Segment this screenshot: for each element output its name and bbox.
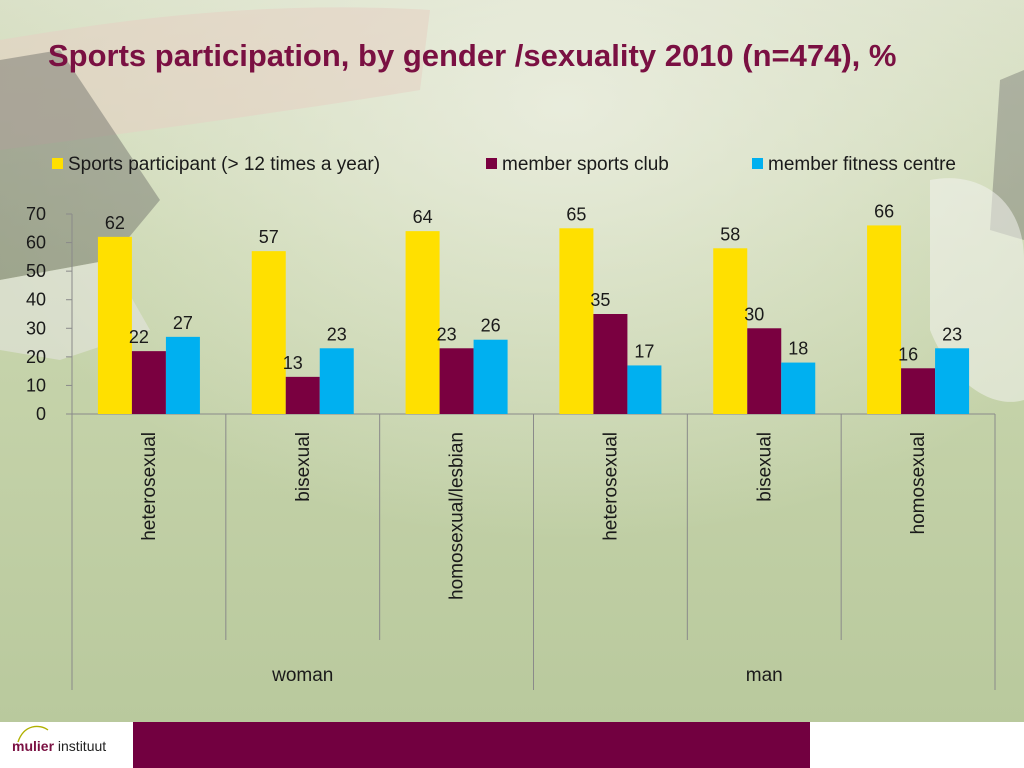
x-category-label: bisexual [293,432,314,502]
data-label-2-4: 35 [590,290,610,310]
bar-3-3 [473,339,508,414]
logo-suffix: instituut [57,738,107,754]
bar-3-6 [935,348,970,414]
legend-label-1: Sports participant (> 12 times a year) [68,154,380,175]
bar-1-4 [559,228,594,414]
legend-swatch-2 [486,158,497,169]
bar-2-4 [593,314,628,414]
y-tick-label: 10 [26,375,46,395]
bar-2-3 [439,348,474,414]
data-label-1-1: 62 [105,213,125,233]
bar-1-3 [405,231,440,414]
data-label-3-3: 26 [481,316,501,336]
x-category-label: homosexual [908,432,929,534]
bar-1-2 [251,251,286,414]
x-category-label: heterosexual [139,432,160,541]
chart-data-labels: 62 22 27 57 13 23 64 23 26 65 35 17 58 30 18 66 16 23 [105,201,962,372]
bar-1-5 [713,248,748,414]
footer-right-area [810,722,1024,768]
legend-label-2: member sports club [502,154,669,175]
y-tick-label: 70 [26,204,46,224]
x-category-label: homosexual/lesbian [447,432,468,600]
y-tick-label: 40 [26,290,46,310]
bar-3-2 [319,348,354,414]
data-label-2-2: 13 [283,353,303,373]
legend-swatch-3 [752,158,763,169]
data-label-1-5: 58 [720,224,740,244]
legend-swatch-1 [52,158,63,169]
x-group-label-2: man [746,665,783,686]
data-label-2-5: 30 [744,304,764,324]
bar-1-1 [97,236,132,414]
bar-2-2 [285,376,320,414]
legend-label-3: member fitness centre [768,154,956,175]
data-label-3-5: 18 [788,339,808,359]
data-label-3-2: 23 [327,324,347,344]
data-label-3-4: 17 [634,341,654,361]
data-label-1-3: 64 [413,207,433,227]
data-label-1-4: 65 [566,204,586,224]
background-photo [0,0,1024,722]
y-tick-label: 60 [26,233,46,253]
data-label-2-6: 16 [898,344,918,364]
bar-3-1 [165,336,200,414]
x-category-label: heterosexual [600,432,621,541]
bar-3-5 [781,362,816,414]
data-label-1-2: 57 [259,227,279,247]
footer-logo-area [0,722,133,768]
logo-brand: mulier [12,738,55,754]
y-tick-label: 0 [36,404,46,424]
x-category-label: bisexual [754,432,775,502]
y-tick-label: 30 [26,318,46,338]
slide-title: Sports participation, by gender /sexuali… [48,38,897,73]
data-label-3-6: 23 [942,324,962,344]
logo-swirl-icon [17,725,49,743]
chart-bars [97,225,970,414]
chart-legend: Sports participant (> 12 times a year) me… [52,154,956,175]
bar-2-1 [131,351,166,414]
bar-2-6 [901,368,936,414]
data-label-2-3: 23 [437,324,457,344]
chart-axes: 0 10 20 30 40 50 60 70 heterosexual bisexual homos… [26,204,996,690]
data-label-1-6: 66 [874,201,894,221]
data-label-2-1: 22 [129,327,149,347]
y-tick-label: 20 [26,347,46,367]
bar-chart: Sports participant (> 12 times a year) me… [26,154,996,690]
data-label-3-1: 27 [173,313,193,333]
x-group-label-1: woman [271,665,333,686]
y-tick-label: 50 [26,261,46,281]
footer-bar [133,722,810,768]
bar-3-4 [627,365,662,414]
bar-2-5 [747,328,782,414]
bar-1-6 [867,225,902,414]
logo-text: mulier instituut [12,738,106,754]
